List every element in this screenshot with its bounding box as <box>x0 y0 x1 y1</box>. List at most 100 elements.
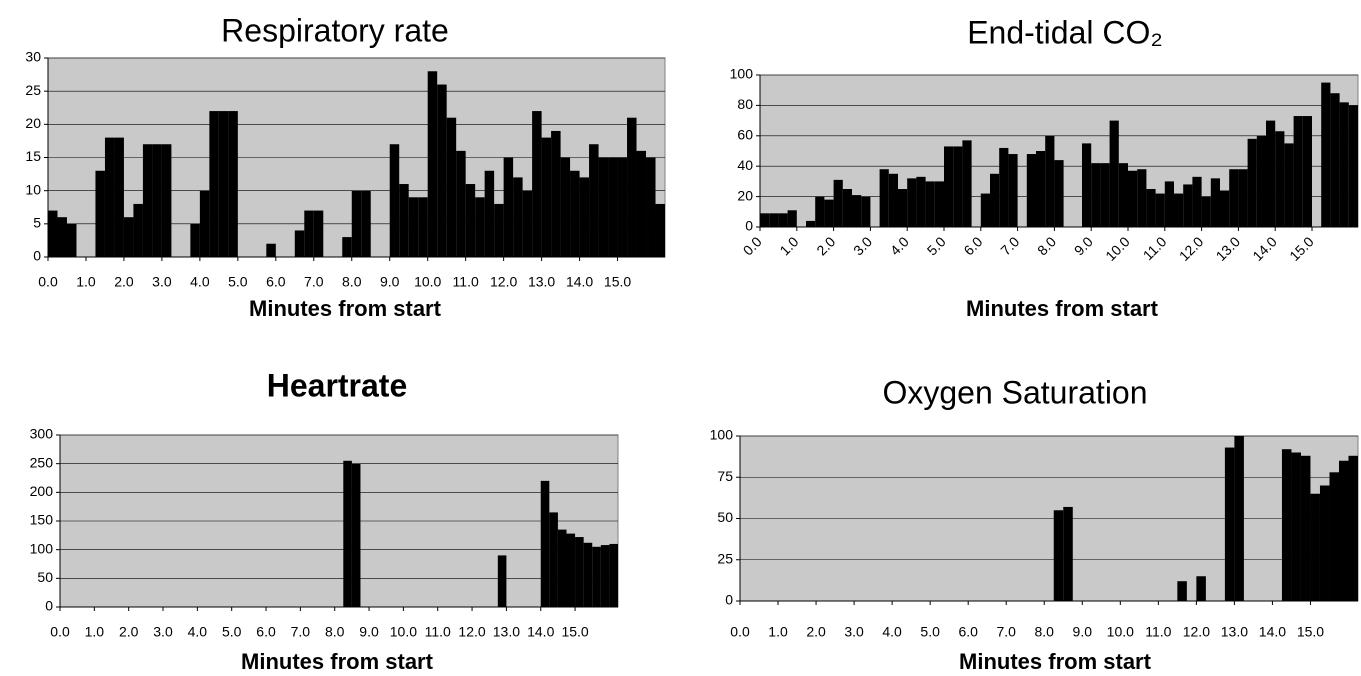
bar <box>513 177 523 257</box>
x-tick-label: 11.0 <box>1145 624 1171 640</box>
x-tick-label: 13.0 <box>1221 624 1248 640</box>
x-tick-label: 15.0 <box>1286 233 1317 264</box>
y-tick-label: 0 <box>745 218 753 234</box>
bar <box>583 542 593 607</box>
y-tick-label: 80 <box>737 96 753 112</box>
bar <box>48 210 58 257</box>
bar <box>1054 160 1064 227</box>
x-tick-label: 14.0 <box>566 274 593 290</box>
x-tick-label: 6.0 <box>958 624 978 640</box>
bar <box>418 197 428 257</box>
bar <box>592 546 601 607</box>
bar <box>1026 154 1036 227</box>
bar <box>907 178 917 227</box>
bar <box>540 480 550 607</box>
bar <box>294 230 305 257</box>
x-tick-label: 14.0 <box>1249 233 1280 264</box>
bar <box>133 203 143 257</box>
bar <box>343 460 352 607</box>
x-tick-label: 9.0 <box>380 274 400 290</box>
bar <box>589 144 599 257</box>
x-tick-label: 10.0 <box>414 274 441 290</box>
bar <box>1128 170 1138 227</box>
bar <box>1155 193 1165 227</box>
bar <box>1201 196 1211 227</box>
y-tick-label: 10 <box>25 181 41 197</box>
bar <box>1183 184 1193 227</box>
bar <box>551 130 561 257</box>
bar <box>351 463 361 607</box>
x-axis-title: Minutes from start <box>241 649 434 674</box>
bar <box>1300 455 1311 601</box>
y-tick-label: 20 <box>25 115 41 131</box>
x-axis-title: Minutes from start <box>249 296 442 321</box>
x-tick-label: 1.0 <box>768 624 788 640</box>
bar <box>1118 163 1128 227</box>
y-tick-label: 250 <box>30 454 54 470</box>
bar <box>1100 163 1110 227</box>
bar <box>944 146 954 227</box>
x-tick-label: 7.0 <box>996 624 1016 640</box>
x-tick-label: 13.0 <box>1213 233 1244 264</box>
bar <box>1275 131 1285 227</box>
bar <box>161 144 172 257</box>
bar <box>824 199 834 227</box>
bar <box>1137 169 1147 227</box>
bar <box>1220 190 1230 227</box>
bar <box>114 137 124 257</box>
bar <box>557 529 567 607</box>
y-tick-label: 75 <box>717 468 733 484</box>
bar <box>953 146 963 227</box>
bar <box>266 243 276 257</box>
x-tick-label: 12.0 <box>458 624 485 640</box>
bar <box>66 223 77 257</box>
y-tick-label: 100 <box>730 66 754 82</box>
bar <box>142 144 153 257</box>
y-tick-label: 40 <box>737 157 753 173</box>
x-tick-label: 12.0 <box>1176 233 1207 264</box>
chart-title: Respiratory rate <box>221 12 449 48</box>
x-tick-label: 1.0 <box>776 233 801 258</box>
bar <box>898 189 908 227</box>
x-tick-label: 6.0 <box>256 624 276 640</box>
bar <box>427 71 438 258</box>
bar <box>842 189 852 227</box>
bar <box>934 181 944 227</box>
bar <box>760 213 770 227</box>
bar <box>342 237 352 257</box>
x-tick-label: 4.0 <box>190 274 210 290</box>
x-axis-title: Minutes from start <box>959 649 1152 674</box>
x-tick-label: 0.0 <box>730 624 750 640</box>
x-tick-label: 10.0 <box>390 624 417 640</box>
bar <box>1174 193 1184 227</box>
bar <box>1192 176 1202 227</box>
y-tick-label: 25 <box>25 82 41 98</box>
bar <box>852 195 862 227</box>
chart-title: Heartrate <box>267 367 408 403</box>
bar <box>999 147 1009 227</box>
bar <box>190 223 200 257</box>
bar <box>1164 181 1174 227</box>
bar <box>465 184 476 257</box>
x-tick-label: 3.0 <box>844 624 864 640</box>
y-tick-label: 100 <box>30 540 54 556</box>
y-tick-label: 50 <box>37 569 53 585</box>
bar <box>1348 455 1358 601</box>
bar <box>1063 506 1073 601</box>
y-tick-label: 20 <box>737 187 753 203</box>
bar <box>570 170 580 257</box>
bar <box>1281 449 1292 601</box>
bar <box>861 196 871 227</box>
bar <box>769 213 779 227</box>
bar <box>399 184 409 257</box>
bar <box>1310 493 1320 601</box>
bar <box>1224 447 1235 601</box>
bar <box>566 533 576 607</box>
x-tick-label: 7.0 <box>291 624 311 640</box>
bar <box>361 190 371 257</box>
bar <box>609 543 618 607</box>
x-tick-label: 8.0 <box>1034 233 1059 258</box>
bar <box>95 170 105 257</box>
bar <box>1109 120 1119 227</box>
